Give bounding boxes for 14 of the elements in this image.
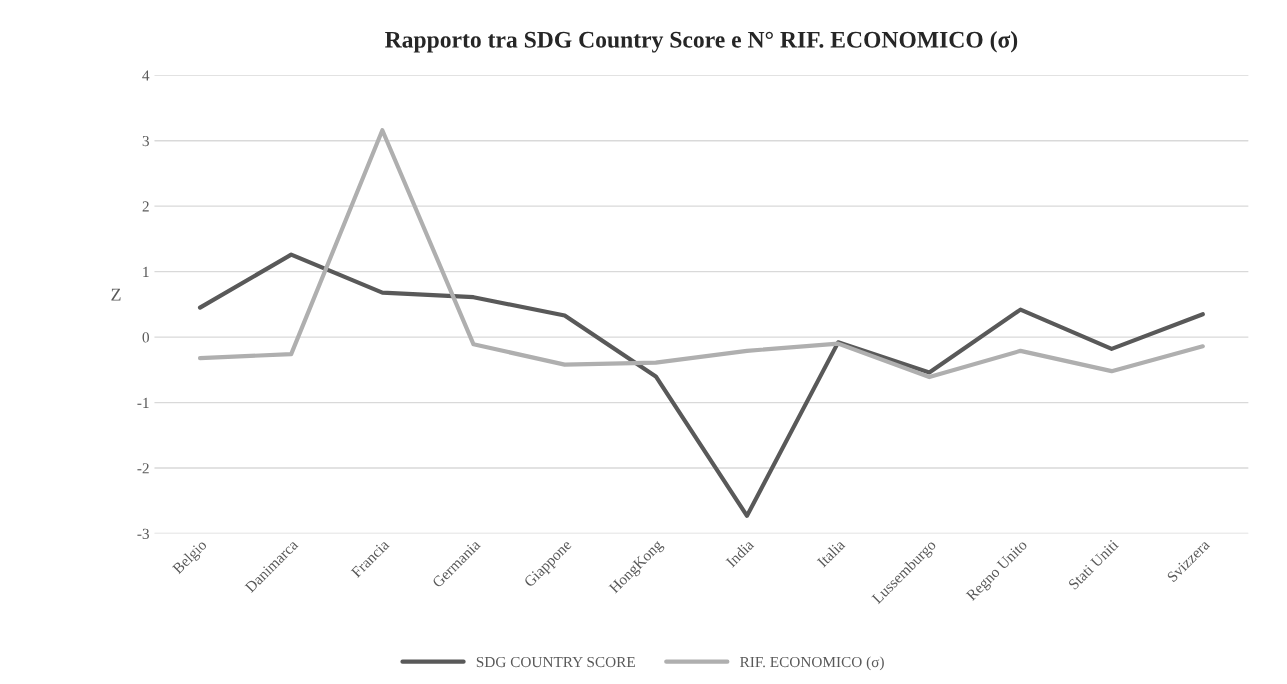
chart-title: Rapporto tra SDG Country Score e N° RIF. ECONOMICO (σ) xyxy=(385,31,1018,53)
y-tick-label: 4 xyxy=(142,70,150,81)
legend-label: SDG COUNTRY SCORE xyxy=(476,656,635,668)
legend-label: RIF. ECONOMICO (σ) xyxy=(740,656,884,671)
y-tick-label: 3 xyxy=(142,135,149,147)
y-tick-label: 2 xyxy=(142,201,149,212)
y-tick-label: -2 xyxy=(137,463,149,474)
y-axis-title: Z xyxy=(111,288,121,301)
y-tick-label: 1 xyxy=(143,266,149,277)
line-series xyxy=(197,252,1205,518)
line-series xyxy=(197,128,1205,380)
y-tick-label: -1 xyxy=(137,397,149,408)
y-tick-label: -3 xyxy=(137,528,149,539)
y-tick-label: 0 xyxy=(142,332,149,343)
